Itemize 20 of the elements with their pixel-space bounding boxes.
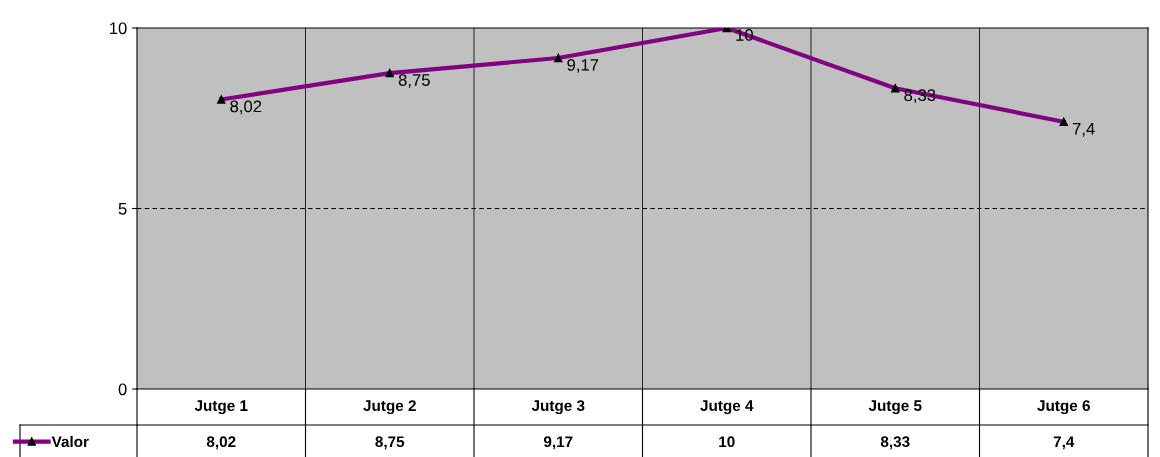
y-tick-label: 0: [118, 383, 127, 396]
text: 8,02: [230, 100, 262, 115]
data-label: 7,4: [1053, 436, 1075, 450]
text: 9,17: [567, 58, 599, 73]
data-label: 8,02: [206, 436, 236, 450]
data-label: 9,17: [543, 436, 573, 450]
data-label: 8,75: [375, 436, 405, 450]
x-tick-label: Jutge 4: [700, 400, 754, 415]
text: 8,75: [398, 74, 430, 88]
x-tick-label: Jutge 6: [1037, 400, 1090, 415]
x-tick-label: Jutge 3: [531, 400, 585, 415]
legend-label: Valor: [51, 435, 89, 448]
data-label: 10: [719, 436, 735, 448]
y-tick-label: 5: [118, 203, 127, 215]
data-label: 8,33: [880, 436, 910, 450]
x-tick-label: Jutge 1: [194, 400, 248, 415]
y-tick-label: 10: [110, 22, 127, 35]
x-tick-label: Jutge 5: [868, 400, 922, 415]
x-tick-label: Jutge 2: [363, 400, 416, 415]
text: 7,4: [1072, 123, 1095, 137]
